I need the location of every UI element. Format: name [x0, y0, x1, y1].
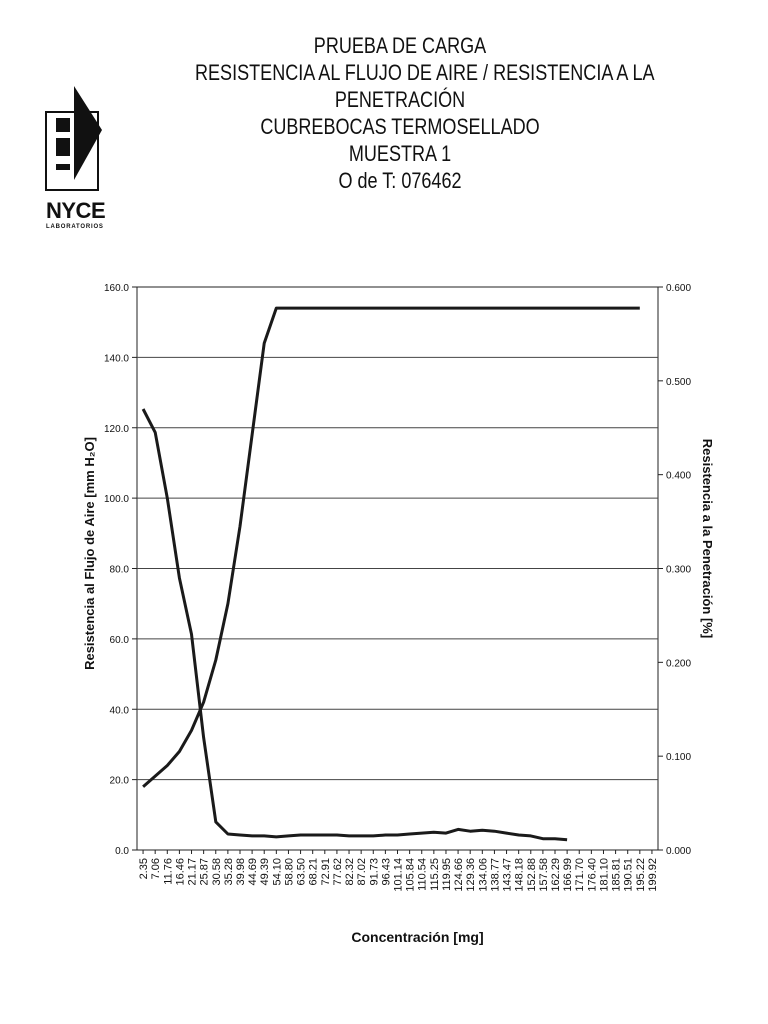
x-tick-label: 21.17 [187, 858, 199, 886]
chart-title-block: PRUEBA DE CARGA RESISTENCIA AL FLUJO DE … [150, 32, 655, 194]
x-tick-label: 152.88 [526, 858, 538, 892]
series-line-penetration [141, 408, 568, 842]
y-left-tick-label: 20.0 [110, 776, 130, 787]
nyce-arrow-logo-icon [44, 84, 108, 234]
x-tick-label: 119.95 [441, 858, 453, 891]
y-right-tick-label: 0.300 [666, 565, 691, 576]
x-tick-label: 68.21 [308, 858, 320, 886]
y-right-axis-label: Resistencia a la Penetración [%] [700, 439, 715, 638]
y-right-tick-label: 0.100 [666, 752, 691, 763]
logo-brand: NYCE [46, 198, 106, 223]
x-tick-label: 148.18 [514, 858, 526, 892]
title-line-3: PENETRACIÓN [334, 87, 466, 112]
logo-subtitle: LABORATORIOS [46, 224, 104, 230]
x-tick-label: 96.43 [380, 858, 392, 886]
y-left-axis-label: Resistencia al Flujo de Aire [mm H₂O] [82, 437, 97, 670]
x-tick-label: 185.81 [611, 858, 623, 892]
x-tick-label: 82.32 [344, 858, 356, 886]
x-tick-label: 91.73 [368, 858, 380, 886]
x-tick-label: 138.77 [489, 858, 501, 892]
title-line-4: CUBREBOCAS TERMOSELLADO [260, 114, 540, 139]
x-tick-label: 190.51 [623, 858, 635, 892]
x-tick-label: 39.98 [235, 858, 247, 886]
title-line-1: PRUEBA DE CARGA [313, 33, 487, 58]
x-tick-label: 11.76 [162, 858, 174, 885]
y-right-tick-label: 0.600 [666, 283, 691, 294]
x-tick-label: 58.80 [283, 858, 295, 886]
x-tick-label: 44.69 [247, 858, 259, 886]
y-left-tick-label: 120.0 [104, 424, 129, 435]
x-tick-label: 77.62 [332, 858, 344, 886]
x-tick-label: 181.10 [598, 858, 610, 892]
y-left-tick-label: 40.0 [110, 705, 130, 716]
y-left-tick-label: 100.0 [104, 494, 129, 505]
y-left-tick-label: 0.0 [115, 846, 129, 857]
x-tick-label: 49.39 [259, 858, 271, 886]
x-tick-label: 101.14 [393, 858, 405, 892]
y-right-tick-label: 0.000 [666, 846, 691, 857]
x-tick-label: 54.10 [271, 858, 283, 886]
x-tick-label: 129.36 [465, 858, 477, 892]
x-tick-label: 115.25 [429, 858, 441, 891]
y-left-tick-label: 60.0 [110, 635, 130, 646]
x-tick-label: 2.35 [138, 858, 150, 879]
series-line-airflow [142, 306, 640, 788]
y-left-tick-label: 80.0 [110, 565, 130, 576]
y-left-tick-label: 140.0 [104, 353, 129, 364]
x-tick-label: 7.06 [150, 858, 162, 879]
x-tick-label: 171.70 [574, 858, 586, 892]
x-tick-label: 157.58 [538, 858, 550, 892]
x-tick-label: 16.46 [174, 858, 186, 886]
title-line-5: MUESTRA 1 [348, 141, 452, 166]
x-tick-label: 143.47 [502, 858, 514, 892]
x-tick-label: 166.99 [562, 858, 574, 892]
y-left-tick-label: 160.0 [104, 283, 129, 294]
x-tick-label: 35.28 [223, 858, 235, 886]
x-tick-label: 162.29 [550, 858, 562, 892]
x-tick-label: 87.02 [356, 858, 368, 886]
x-tick-label: 30.58 [211, 858, 223, 886]
title-line-2: RESISTENCIA AL FLUJO DE AIRE / RESISTENC… [195, 60, 655, 85]
title-line-6: O de T: 076462 [338, 168, 462, 193]
x-tick-label: 176.40 [586, 858, 598, 892]
y-right-tick-label: 0.500 [666, 377, 691, 388]
x-tick-label: 199.92 [647, 858, 659, 892]
x-tick-label: 110.54 [417, 858, 429, 891]
x-tick-label: 134.06 [477, 858, 489, 892]
y-right-tick-label: 0.400 [666, 471, 691, 482]
x-tick-label: 195.22 [635, 858, 647, 892]
x-tick-label: 105.84 [405, 858, 417, 892]
x-tick-label: 72.91 [320, 858, 332, 886]
x-tick-label: 25.87 [199, 858, 211, 886]
x-tick-label: 124.66 [453, 858, 465, 892]
x-axis-label: Concentración [mg] [351, 929, 483, 945]
y-right-tick-label: 0.200 [666, 658, 691, 669]
x-tick-label: 63.50 [296, 858, 308, 886]
